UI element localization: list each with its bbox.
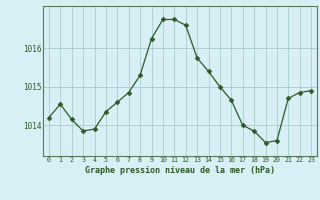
X-axis label: Graphe pression niveau de la mer (hPa): Graphe pression niveau de la mer (hPa): [85, 166, 275, 175]
